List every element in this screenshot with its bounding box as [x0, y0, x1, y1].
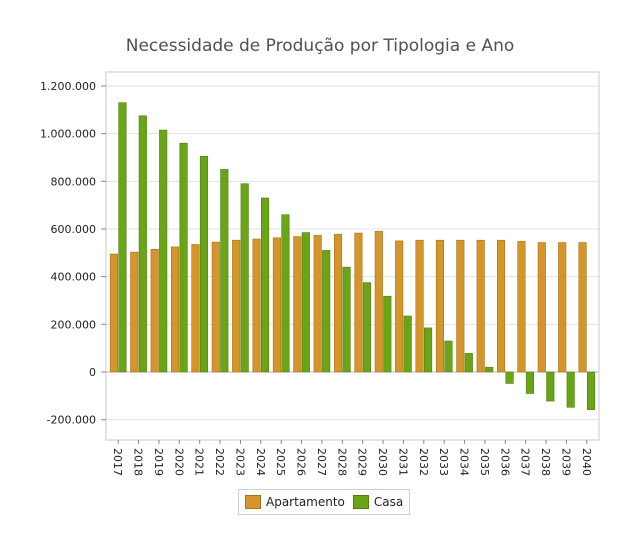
x-tick-label: 2028 — [335, 448, 348, 476]
bar-casa-2035[interactable] — [485, 366, 494, 373]
legend-swatch-apartamento — [245, 495, 261, 509]
bar-casa-2026[interactable] — [301, 232, 310, 373]
x-tick-label: 2038 — [539, 448, 552, 476]
bar-casa-2039[interactable] — [566, 371, 575, 408]
bar-apartamento-2024[interactable] — [252, 238, 261, 373]
bar-casa-2028[interactable] — [342, 266, 351, 373]
bar-apartamento-2034[interactable] — [456, 239, 465, 373]
x-tick-label: 2021 — [193, 448, 206, 476]
bar-casa-2038[interactable] — [546, 371, 555, 402]
y-axis: -200.000 0 200.000 400.000 600.000 800.000 1.0… — [40, 80, 106, 427]
bar-apartamento-2020[interactable] — [171, 246, 180, 373]
bar-apartamento-2025[interactable] — [272, 237, 281, 373]
x-tick-label: 2031 — [396, 448, 409, 476]
x-tick-label: 2026 — [295, 448, 308, 476]
bar-apartamento-2040[interactable] — [578, 242, 587, 373]
bar-apartamento-2035[interactable] — [476, 239, 485, 373]
bar-casa-2017[interactable] — [118, 102, 127, 373]
bar-casa-2040[interactable] — [587, 371, 596, 410]
y-tick-label: -200.000 — [47, 414, 96, 427]
bar-apartamento-2029[interactable] — [354, 232, 363, 373]
bar-casa-2029[interactable] — [362, 282, 371, 373]
legend-label-apartamento: Apartamento — [266, 495, 345, 509]
x-tick-label: 2018 — [132, 448, 145, 476]
x-tick-label: 2030 — [376, 448, 389, 476]
x-tick-label: 2017 — [111, 448, 124, 476]
x-tick-label: 2020 — [172, 448, 185, 476]
bars — [109, 102, 596, 410]
bar-casa-2027[interactable] — [322, 250, 331, 373]
bar-apartamento-2018[interactable] — [130, 251, 139, 373]
bar-casa-2023[interactable] — [240, 183, 249, 373]
x-tick-label: 2027 — [315, 448, 328, 476]
bar-apartamento-2037[interactable] — [517, 241, 526, 373]
bar-apartamento-2036[interactable] — [497, 239, 506, 373]
x-tick-label: 2033 — [437, 448, 450, 476]
legend-label-casa: Casa — [373, 495, 404, 509]
grid-lines — [106, 85, 599, 421]
x-tick-label: 2019 — [152, 448, 165, 476]
legend-swatch-casa — [352, 495, 369, 509]
bar-apartamento-2032[interactable] — [415, 239, 424, 373]
bar-apartamento-2023[interactable] — [232, 239, 241, 373]
bar-apartamento-2022[interactable] — [211, 241, 220, 373]
x-tick-label: 2037 — [519, 448, 532, 476]
x-tick-label: 2032 — [417, 448, 430, 476]
bar-casa-2037[interactable] — [525, 371, 534, 394]
legend: Apartamento Casa — [238, 489, 411, 515]
y-tick-label: 400.000 — [51, 271, 97, 284]
x-tick-label: 2029 — [356, 448, 369, 476]
y-tick-label: 800.000 — [51, 175, 97, 188]
bar-casa-2032[interactable] — [424, 327, 433, 373]
x-tick-label: 2024 — [254, 448, 267, 476]
bar-casa-2021[interactable] — [199, 156, 208, 373]
bar-casa-2024[interactable] — [261, 197, 270, 373]
legend-item-apartamento[interactable]: Apartamento — [245, 495, 345, 509]
chart-title: Necessidade de Produção por Tipologia e … — [125, 36, 515, 56]
x-tick-label: 2035 — [478, 448, 491, 476]
bar-apartamento-2026[interactable] — [293, 236, 302, 373]
y-tick-label: 1.200.000 — [40, 80, 96, 93]
x-tick-label: 2023 — [233, 448, 246, 476]
bar-apartamento-2019[interactable] — [150, 248, 159, 373]
y-tick-label: 600.000 — [51, 223, 97, 236]
bar-casa-2036[interactable] — [505, 371, 514, 384]
x-tick-label: 2034 — [458, 448, 471, 476]
bar-casa-2019[interactable] — [159, 129, 168, 373]
bar-casa-2022[interactable] — [220, 169, 229, 373]
bar-apartamento-2021[interactable] — [191, 244, 200, 373]
bar-apartamento-2027[interactable] — [313, 235, 322, 373]
y-tick-label: 1.000.000 — [40, 128, 96, 141]
bar-casa-2033[interactable] — [444, 340, 453, 373]
x-axis: 2017 2018 2019 2020 2021 2022 2023 2024 2025 2026… — [111, 440, 593, 476]
bar-apartamento-2017[interactable] — [109, 253, 118, 373]
bar-casa-2018[interactable] — [138, 115, 147, 373]
legend-item-casa[interactable]: Casa — [352, 495, 404, 509]
bar-apartamento-2038[interactable] — [537, 242, 546, 373]
x-tick-label: 2039 — [559, 448, 572, 476]
bar-apartamento-2031[interactable] — [395, 240, 404, 373]
bar-casa-2025[interactable] — [281, 214, 290, 373]
plot-area-border — [105, 71, 600, 441]
bar-casa-2030[interactable] — [383, 295, 392, 373]
bar-apartamento-2039[interactable] — [558, 242, 567, 373]
bar-apartamento-2028[interactable] — [334, 233, 343, 373]
y-tick-label: 0 — [89, 366, 96, 379]
y-tick-label: 200.000 — [51, 318, 97, 331]
x-tick-label: 2036 — [498, 448, 511, 476]
bar-casa-2020[interactable] — [179, 142, 188, 373]
x-tick-label: 2022 — [213, 448, 226, 476]
bar-casa-2034[interactable] — [464, 353, 473, 373]
bar-apartamento-2033[interactable] — [435, 239, 444, 373]
x-tick-label: 2040 — [580, 448, 593, 476]
bar-casa-2031[interactable] — [403, 315, 412, 373]
bar-apartamento-2030[interactable] — [374, 231, 383, 373]
x-tick-label: 2025 — [274, 448, 287, 476]
